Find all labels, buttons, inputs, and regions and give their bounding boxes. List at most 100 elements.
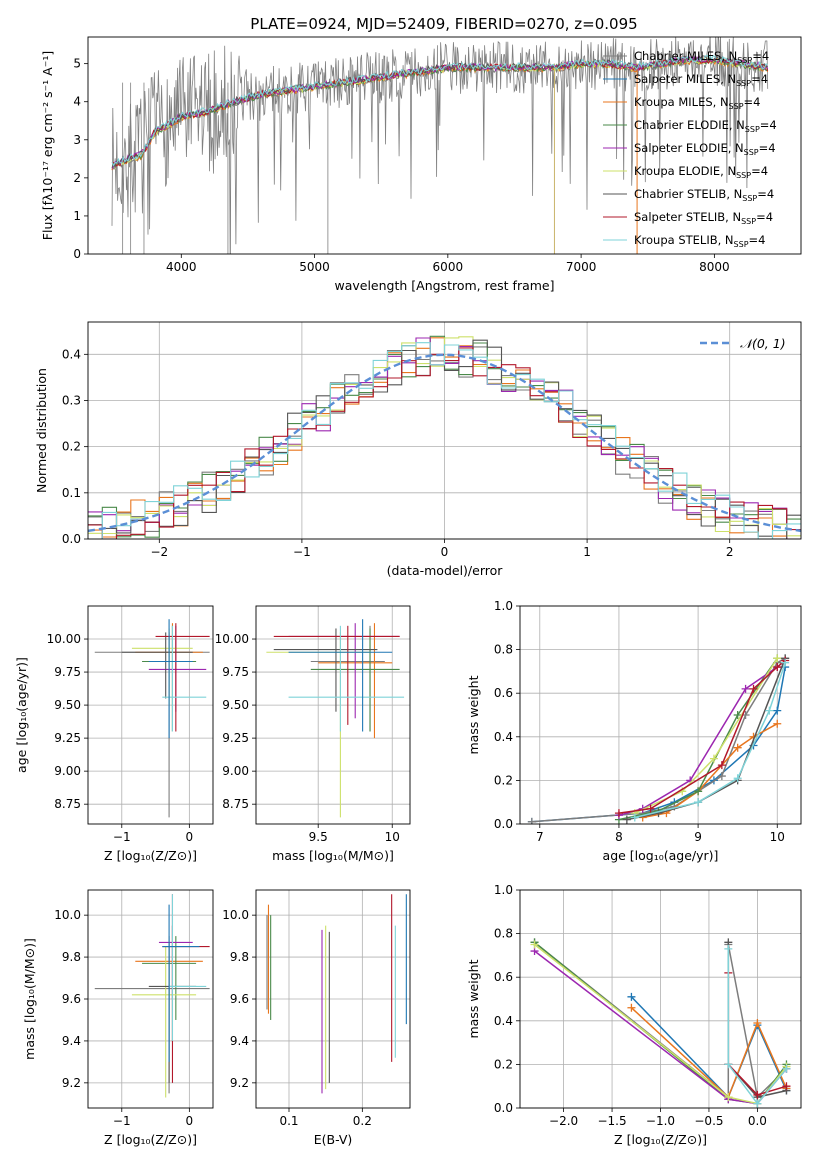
y-tick-label: 0 xyxy=(73,247,81,261)
x-tick-label: 1 xyxy=(583,545,591,559)
y-tick-label: 9.00 xyxy=(54,764,81,778)
y-tick-label: 0.2 xyxy=(62,440,81,454)
y-tick-label: 9.2 xyxy=(62,1076,81,1090)
panel-age-vs-Z: −1 0 8.75 9.00 9.25 9.50 9.75 10.00 Z [log₁₀(Z/Z… xyxy=(14,605,214,863)
x-tick-label: 0.0 xyxy=(748,1114,767,1128)
x-axis-label: Z [log₁₀(Z/Z⊙)] xyxy=(104,848,197,863)
x-axis-label: Z [log₁₀(Z/Z⊙)] xyxy=(104,1132,197,1147)
legend-label: Salpeter STELIB, NSSP=4 xyxy=(634,210,773,226)
y-axis-label: mass [log₁₀(M/M⊙)] xyxy=(22,938,37,1060)
errorbar-point xyxy=(131,628,193,706)
panel-age-vs-mass: 9.5 10 8.75 9.00 9.25 9.50 9.75 10.00 mass [log₁… xyxy=(215,605,411,863)
normal-curve xyxy=(88,353,801,533)
series-line xyxy=(630,654,782,818)
errorbar-point xyxy=(273,628,378,712)
y-axis-label: Flux [fλ10⁻¹⁷ erg cm⁻² s⁻¹ A⁻¹] xyxy=(40,51,55,240)
y-tick-label: 9.00 xyxy=(222,764,249,778)
y-axis-label: mass weight xyxy=(466,959,481,1038)
axes-frame xyxy=(255,889,411,1109)
errorbar-point xyxy=(121,632,193,699)
y-tick-label: 0.6 xyxy=(494,686,513,700)
y-tick-label: 0.6 xyxy=(494,970,513,984)
series-marker xyxy=(694,798,703,807)
x-tick-label: 0.1 xyxy=(279,1114,298,1128)
x-tick-label: 6000 xyxy=(433,260,464,274)
series-marker xyxy=(781,658,790,667)
plot-area xyxy=(527,654,790,824)
y-tick-label: 0.4 xyxy=(62,347,81,361)
series-path xyxy=(531,657,786,823)
y-tick-label: 10.0 xyxy=(54,908,81,922)
legend-label: Salpeter MILES, NSSP=4 xyxy=(634,72,768,88)
series-marker xyxy=(749,684,758,693)
y-tick-label: 8.75 xyxy=(54,797,81,811)
y-tick-label: 0.1 xyxy=(62,486,81,500)
series-marker xyxy=(622,815,631,824)
errorbar-point xyxy=(148,619,193,739)
x-tick-label: 7000 xyxy=(566,260,597,274)
series-marker xyxy=(733,743,742,752)
x-tick-label: 5000 xyxy=(299,260,330,274)
series-marker xyxy=(773,654,782,663)
y-tick-label: 9.8 xyxy=(230,950,249,964)
histogram-step xyxy=(88,342,801,539)
series-marker xyxy=(627,1003,636,1012)
y-tick-label: 9.2 xyxy=(230,1076,249,1090)
panel-residuals: −2 −1 0 1 2 0.0 0.1 0.2 0.3 0.4 (data-model)/error… xyxy=(34,321,802,578)
y-tick-label: 9.4 xyxy=(62,1034,81,1048)
x-tick-label: 0 xyxy=(186,830,194,844)
plot-area xyxy=(266,894,407,1094)
series-path xyxy=(618,659,786,814)
plot-area xyxy=(94,894,210,1098)
y-tick-label: 9.75 xyxy=(54,665,81,679)
errorbar-point xyxy=(288,619,393,732)
axes-frame xyxy=(519,605,802,825)
y-tick-label: 1.0 xyxy=(494,599,513,613)
errorbar-point xyxy=(273,625,400,725)
series-marker xyxy=(527,817,536,824)
x-tick-label: 8000 xyxy=(699,260,730,274)
series-marker xyxy=(724,944,733,953)
series-marker xyxy=(753,1099,762,1108)
x-tick-label: 10 xyxy=(385,830,400,844)
x-axis-label: E(B-V) xyxy=(314,1132,353,1147)
series-marker xyxy=(741,684,750,693)
y-tick-label: 0.0 xyxy=(62,532,81,546)
x-tick-label: −2.0 xyxy=(549,1114,578,1128)
series-marker xyxy=(773,706,782,715)
x-axis-label: Z [log₁₀(Z/Z⊙)] xyxy=(614,1132,707,1147)
x-tick-label: 2 xyxy=(726,545,734,559)
x-tick-label: −1.0 xyxy=(646,1114,675,1128)
y-tick-label: 10.0 xyxy=(222,908,249,922)
legend-label: Kroupa STELIB, NSSP=4 xyxy=(634,233,765,249)
y-tick-label: 0.8 xyxy=(494,643,513,657)
y-axis-label: Normed distribution xyxy=(34,368,49,493)
series-path xyxy=(630,1007,788,1099)
panel-mass-weight-vs-Z: −2.0 −1.5 −1.0 −0.5 0.0 0.0 0.2 0.4 0.6 0.8 1.0 Z [… xyxy=(466,883,802,1147)
x-axis-label: wavelength [Angstrom, rest frame] xyxy=(334,278,554,293)
series-marker xyxy=(773,663,782,672)
y-tick-label: 3 xyxy=(73,133,81,147)
series-marker xyxy=(773,719,782,728)
y-tick-label: 9.8 xyxy=(62,950,81,964)
errorbar-point xyxy=(155,623,210,732)
y-tick-label: 9.50 xyxy=(222,698,249,712)
x-tick-label: 7 xyxy=(536,830,544,844)
legend-label: Kroupa ELODIE, NSSP=4 xyxy=(634,164,768,180)
observed-spectrum xyxy=(111,37,769,254)
series-marker xyxy=(724,1060,733,1069)
panel-mass-weight-vs-age: 7 8 9 10 0.0 0.2 0.4 0.6 0.8 1.0 age [log₁₀(age/yr… xyxy=(466,599,802,863)
axes-frame xyxy=(87,605,214,825)
axes-frame xyxy=(87,321,802,540)
x-axis-label: age [log₁₀(age/yr)] xyxy=(603,848,719,863)
y-tick-label: 9.50 xyxy=(54,698,81,712)
series-marker xyxy=(782,1082,791,1091)
plot-area xyxy=(88,335,801,539)
x-tick-label: 0 xyxy=(441,545,449,559)
y-tick-label: 2 xyxy=(73,171,81,185)
x-tick-label: 9.5 xyxy=(309,830,328,844)
series-marker xyxy=(709,754,718,763)
series-marker xyxy=(627,992,636,1001)
series-marker xyxy=(753,1018,762,1027)
